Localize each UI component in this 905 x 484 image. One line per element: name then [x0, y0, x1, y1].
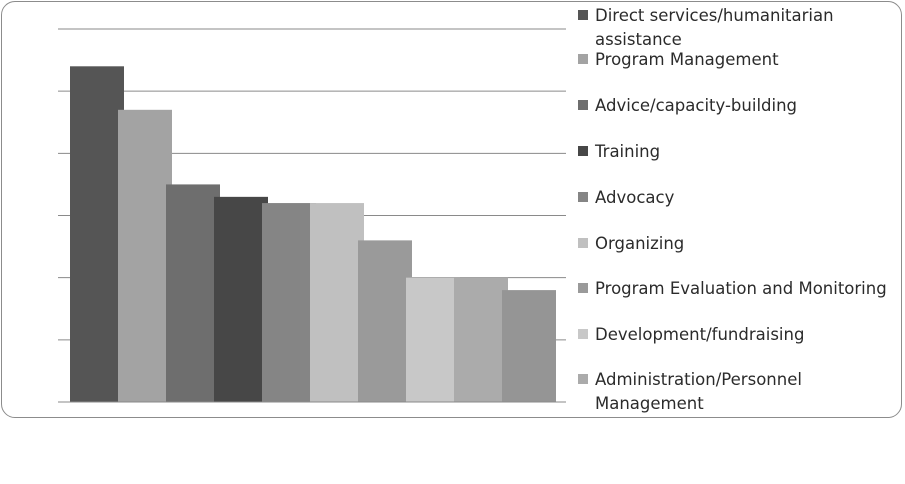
- bar-1: [70, 66, 124, 403]
- legend-label: Advice/capacity-building: [595, 96, 798, 115]
- legend-item: Development/fundraising: [578, 323, 905, 347]
- legend-item: Training: [578, 140, 905, 164]
- legend-label: Advocacy: [595, 188, 675, 207]
- legend-swatch: [578, 146, 588, 156]
- legend-swatch: [578, 329, 588, 339]
- legend-label: Administration/Personnel Management: [595, 370, 802, 413]
- legend-label: Organizing: [595, 234, 685, 253]
- legend-label: Program Management: [595, 50, 779, 69]
- legend-swatch: [578, 100, 588, 110]
- bar-8: [406, 277, 460, 402]
- legend-item: Program Management: [578, 48, 905, 72]
- legend-swatch: [578, 238, 588, 248]
- bar-4: [214, 196, 268, 402]
- legend-label: Program Evaluation and Monitoring: [595, 279, 887, 298]
- bar-9: [454, 277, 508, 402]
- legend-item: Administration/Personnel Management: [578, 368, 905, 416]
- legend-swatch: [578, 192, 588, 202]
- bar-10: [502, 290, 556, 402]
- legend-swatch: [578, 10, 588, 20]
- legend-label: Training: [595, 142, 661, 161]
- legend-item: Advocacy: [578, 186, 905, 210]
- legend-label: Development/fundraising: [595, 325, 805, 344]
- legend-label: Direct services/humanitarian assistance: [595, 6, 834, 49]
- legend-swatch: [578, 54, 588, 64]
- bars: [70, 66, 556, 403]
- bar-2: [118, 109, 172, 403]
- bar-6: [310, 203, 364, 402]
- bar-7: [358, 240, 412, 402]
- legend-swatch: [578, 374, 588, 384]
- legend-item: Direct services/humanitarian assistance: [578, 4, 905, 52]
- bar-5: [262, 203, 316, 402]
- legend-item: Advice/capacity-building: [578, 94, 905, 118]
- bar-3: [166, 184, 220, 402]
- legend-item: Organizing: [578, 232, 905, 256]
- legend-item: Program Evaluation and Monitoring: [578, 277, 905, 301]
- legend-swatch: [578, 283, 588, 293]
